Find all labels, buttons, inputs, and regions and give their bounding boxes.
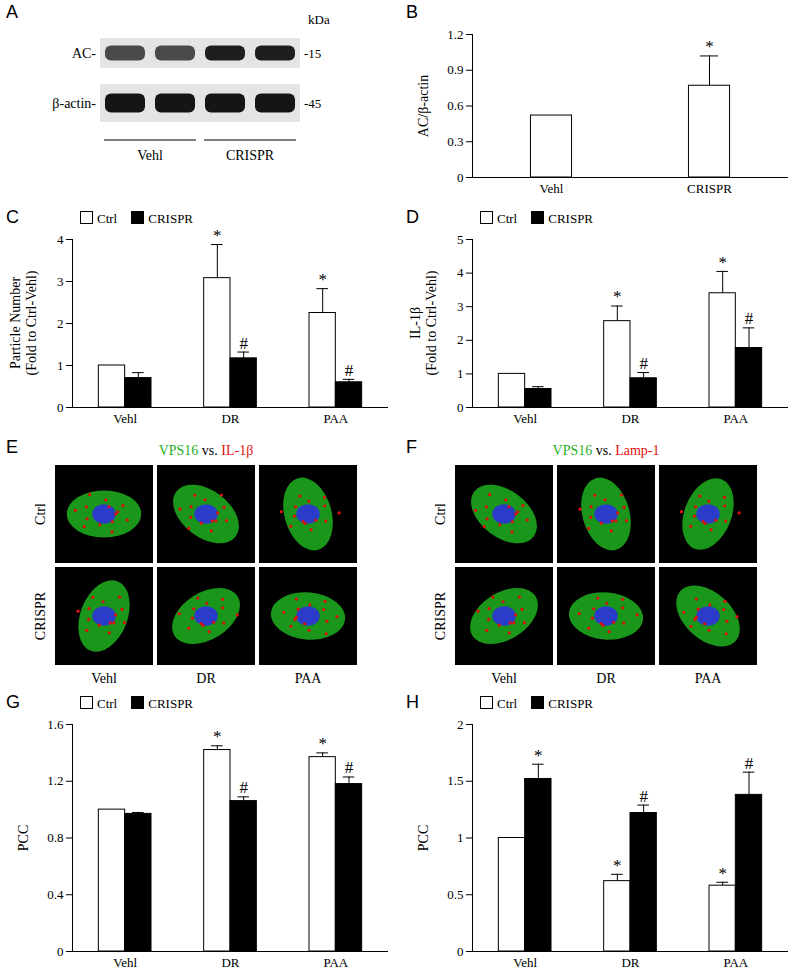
svg-text:0.4: 0.4 (47, 887, 64, 902)
svg-text:VPS16 vs. IL-1β: VPS16 vs. IL-1β (159, 443, 254, 458)
svg-text:DR: DR (221, 955, 239, 970)
svg-text:0: 0 (457, 170, 464, 185)
svg-text:4: 4 (57, 232, 64, 247)
svg-text:*: * (534, 746, 543, 765)
svg-text:-15: -15 (304, 46, 321, 61)
svg-text:*: * (318, 270, 327, 289)
html-text:PCC: PCC (16, 824, 31, 851)
html-text:AC/β-actin: AC/β-actin (416, 74, 431, 137)
svg-text:β-actin-: β-actin- (52, 96, 96, 111)
svg-text:0: 0 (57, 400, 64, 415)
html-text:IL-1β (Fold to Ctrl-Vehl): IL-1β (Fold to Ctrl-Vehl) (408, 270, 439, 376)
html-text:E: E (6, 437, 18, 457)
html-text:CRISPR: CRISPR (548, 696, 593, 711)
svg-text:2: 2 (457, 332, 464, 347)
svg-text:4: 4 (457, 265, 464, 280)
svg-text:0: 0 (57, 944, 64, 959)
svg-text:1: 1 (457, 830, 464, 845)
html-text:G: G (6, 692, 20, 712)
svg-text:#: # (345, 758, 354, 777)
html-text:CRISPR: CRISPR (148, 696, 193, 711)
svg-text:2: 2 (457, 717, 464, 732)
svg-text:#: # (639, 787, 648, 806)
svg-text:*: * (613, 287, 622, 306)
svg-text:*: * (213, 727, 222, 746)
svg-text:Vehl: Vehl (91, 671, 117, 686)
svg-text:VPS16 vs. Lamp-1: VPS16 vs. Lamp-1 (553, 443, 660, 458)
html-text:C: C (6, 207, 19, 227)
svg-text:kDa: kDa (308, 12, 330, 27)
svg-text:PAA: PAA (723, 955, 748, 970)
html-text:Ctrl: Ctrl (497, 696, 518, 711)
svg-text:PAA: PAA (723, 411, 748, 426)
svg-text:*: * (613, 856, 622, 875)
svg-text:0.3: 0.3 (447, 134, 463, 149)
svg-text:1.6: 1.6 (47, 717, 64, 732)
svg-text:1.2: 1.2 (447, 27, 463, 42)
svg-text:DR: DR (621, 411, 639, 426)
svg-text:Vehl: Vehl (491, 671, 517, 686)
svg-text:Vehl: Vehl (513, 411, 537, 426)
svg-text:#: # (345, 361, 354, 380)
svg-text:#: # (745, 754, 754, 773)
svg-text:1.5: 1.5 (447, 773, 463, 788)
html-text:CRISPR: CRISPR (548, 211, 593, 226)
html-text:B: B (406, 2, 418, 22)
svg-text:0: 0 (457, 944, 464, 959)
svg-text:1: 1 (57, 358, 64, 373)
svg-text:Vehl: Vehl (137, 148, 163, 163)
html-text:Particle Number (Fold to Ctrl-: Particle Number (Fold to Ctrl-Vehl) (8, 270, 39, 376)
svg-text:*: * (718, 864, 727, 883)
html-text:H: H (406, 692, 419, 712)
svg-text:0.9: 0.9 (447, 62, 463, 77)
svg-text:PAA: PAA (323, 411, 348, 426)
svg-text:DR: DR (596, 671, 616, 686)
svg-text:#: # (239, 334, 248, 353)
svg-text:5: 5 (457, 232, 464, 247)
svg-text:CRISPR: CRISPR (433, 591, 448, 640)
svg-text:PAA: PAA (695, 671, 723, 686)
svg-text:0.6: 0.6 (447, 98, 464, 113)
svg-text:Vehl: Vehl (113, 955, 137, 970)
html-text:D: D (406, 207, 419, 227)
svg-text:0: 0 (457, 400, 464, 415)
svg-text:#: # (639, 354, 648, 373)
svg-text:3: 3 (457, 299, 464, 314)
html-text:Ctrl: Ctrl (97, 696, 118, 711)
svg-text:CRISPR: CRISPR (33, 591, 48, 640)
html-text:Ctrl: Ctrl (97, 211, 118, 226)
svg-text:1: 1 (457, 366, 464, 381)
svg-text:*: * (718, 253, 727, 272)
svg-text:DR: DR (621, 955, 639, 970)
svg-text:DR: DR (196, 671, 216, 686)
svg-text:Ctrl: Ctrl (33, 503, 48, 525)
html-text:PCC: PCC (416, 824, 431, 851)
svg-text:#: # (239, 778, 248, 797)
svg-text:#: # (745, 309, 754, 328)
html-text:F: F (406, 437, 417, 457)
svg-text:0.8: 0.8 (47, 830, 63, 845)
svg-text:-45: -45 (304, 96, 321, 111)
svg-text:1.2: 1.2 (47, 773, 63, 788)
svg-text:*: * (705, 37, 714, 56)
svg-text:CRISPR: CRISPR (226, 148, 275, 163)
svg-text:3: 3 (57, 274, 64, 289)
svg-text:*: * (213, 226, 222, 245)
svg-text:AC-: AC- (72, 46, 96, 61)
svg-text:Vehl: Vehl (513, 955, 537, 970)
svg-text:CRISPR: CRISPR (687, 181, 732, 196)
svg-text:PAA: PAA (295, 671, 323, 686)
html-text:CRISPR: CRISPR (148, 211, 193, 226)
html-text:A: A (6, 2, 18, 22)
svg-text:2: 2 (57, 316, 64, 331)
svg-text:Ctrl: Ctrl (433, 503, 448, 525)
svg-text:*: * (318, 734, 327, 753)
svg-text:0.5: 0.5 (447, 887, 463, 902)
svg-text:Vehl: Vehl (113, 411, 137, 426)
svg-text:Vehl: Vehl (540, 181, 564, 196)
svg-text:DR: DR (221, 411, 239, 426)
html-text:Ctrl: Ctrl (497, 211, 518, 226)
svg-text:PAA: PAA (323, 955, 348, 970)
